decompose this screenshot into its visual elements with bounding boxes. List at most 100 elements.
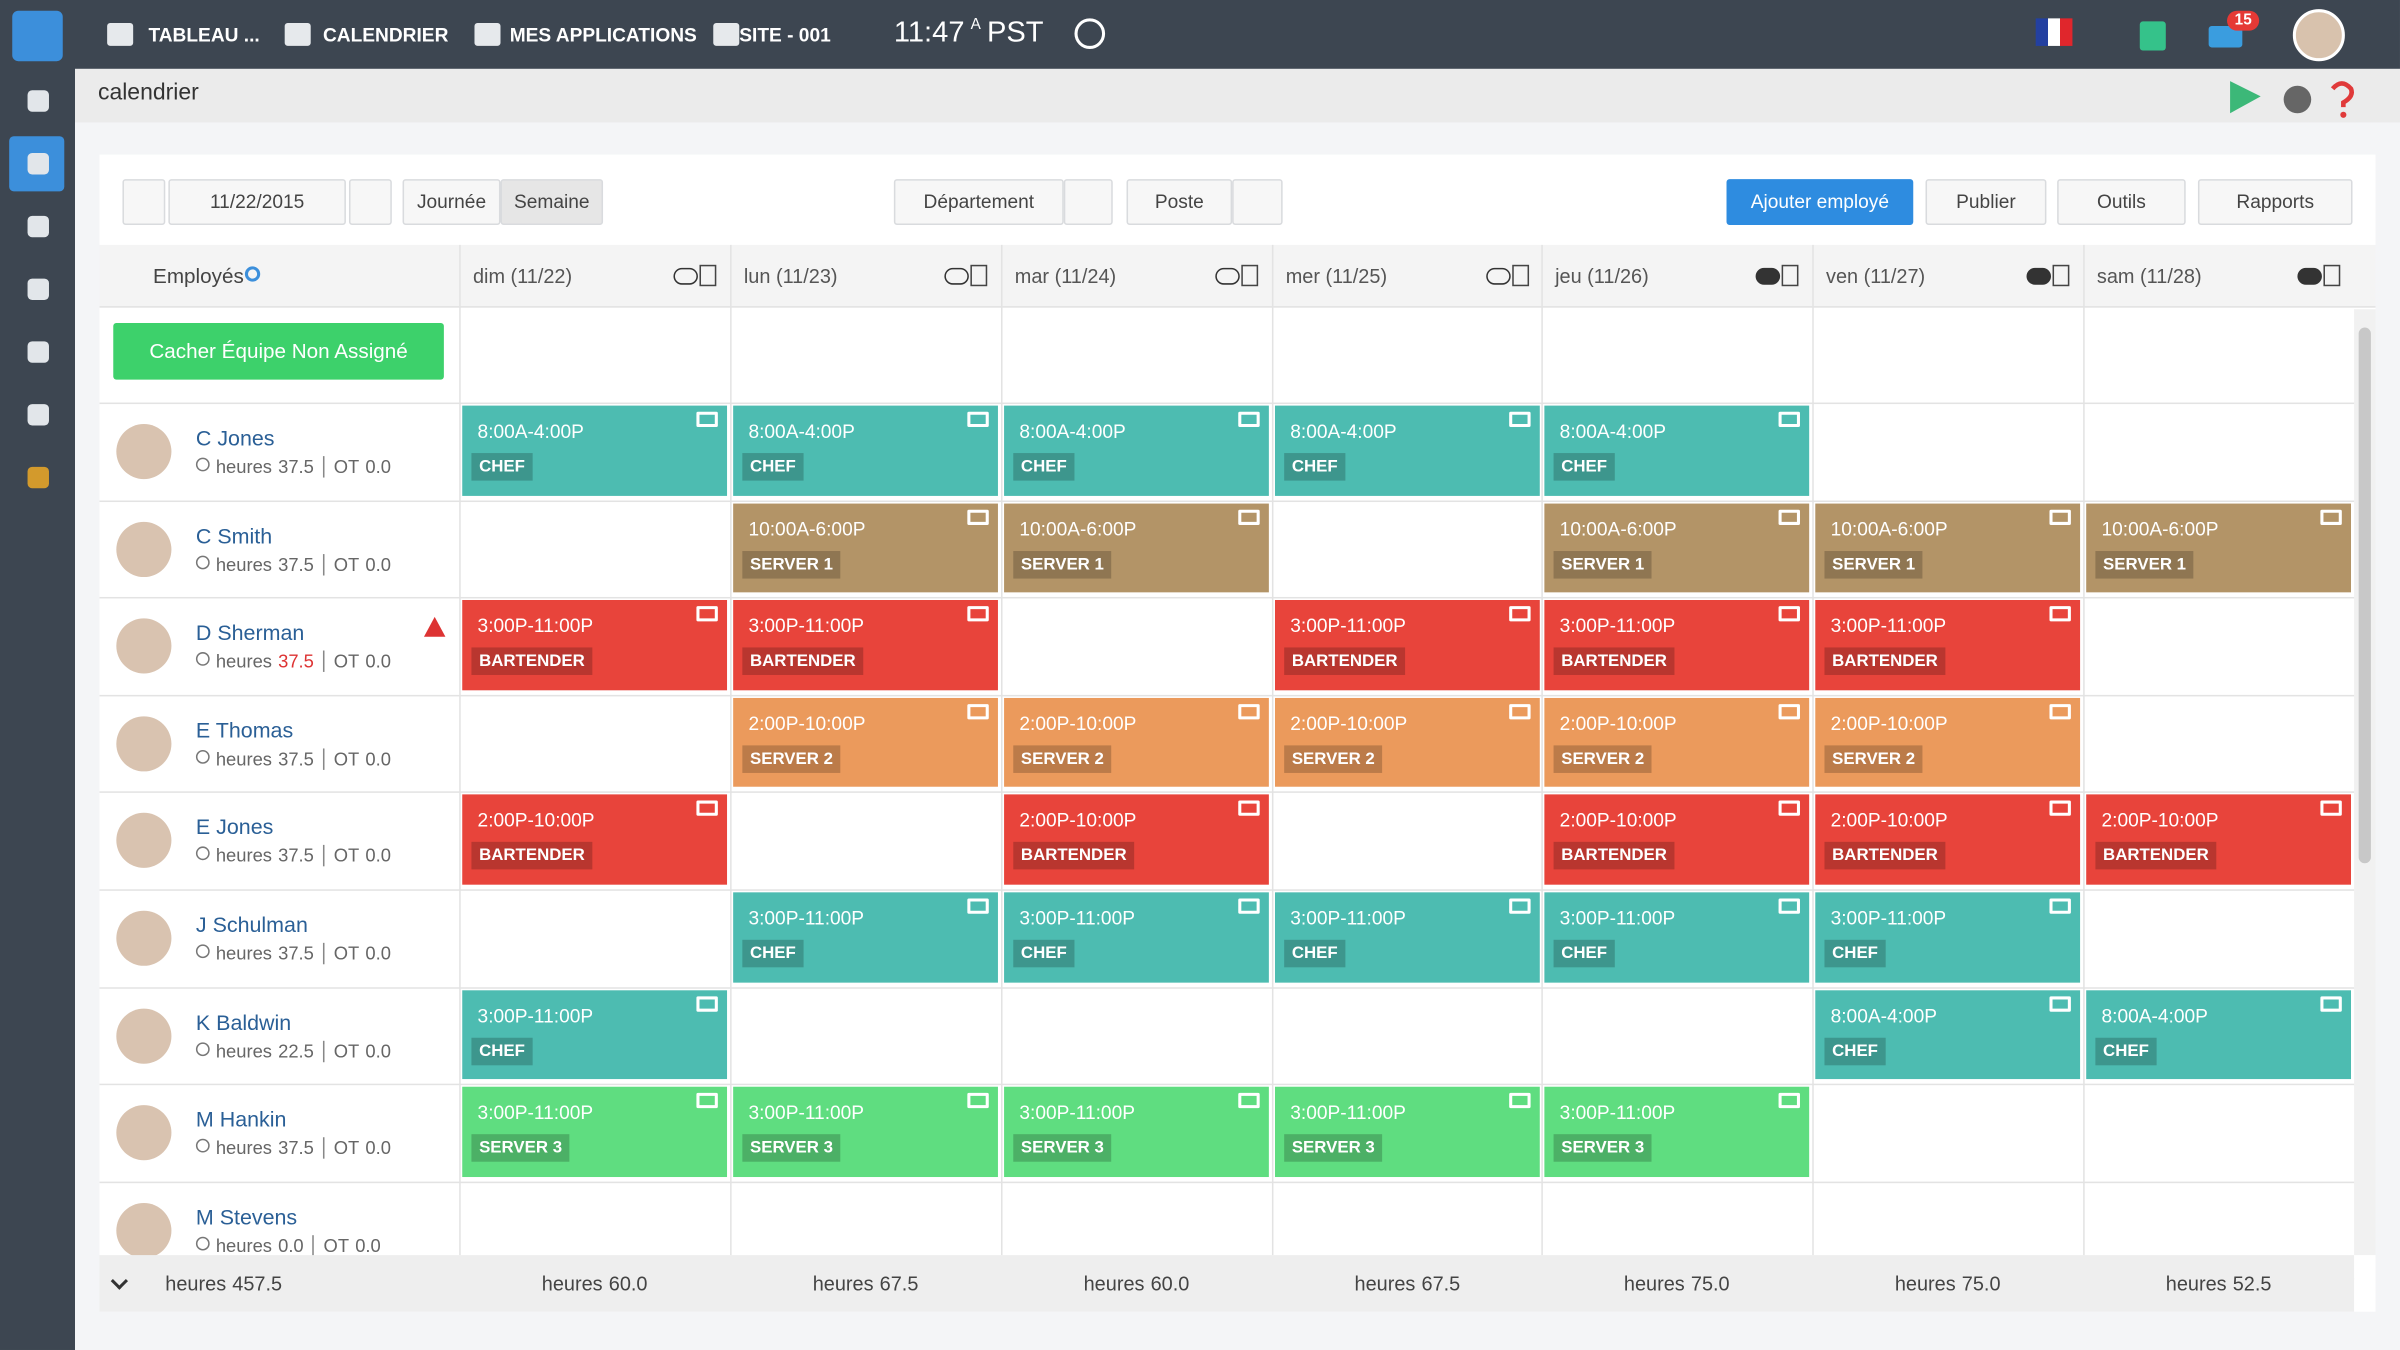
help-dot	[2340, 111, 2347, 118]
shift[interactable]: 3:00P-11:00P CHEF	[462, 989, 728, 1080]
apple-icon[interactable]	[2283, 85, 2312, 114]
nav-icon[interactable]	[284, 22, 311, 46]
shift[interactable]: 2:00P-10:00P BARTENDER	[2086, 794, 2352, 885]
sidebar-icon[interactable]	[27, 278, 49, 300]
notes-icon[interactable]	[2052, 264, 2070, 287]
help-icon[interactable]	[2330, 81, 2354, 108]
employee-name[interactable]: J Schulman	[195, 912, 308, 937]
prev-button[interactable]	[122, 179, 166, 225]
department-filter[interactable]: Département	[893, 179, 1064, 225]
nav-icon[interactable]	[713, 22, 740, 46]
weather-icon[interactable]	[1074, 18, 1106, 49]
shift[interactable]: 3:00P-11:00P CHEF	[1544, 892, 1810, 983]
publish[interactable]: Publier	[1925, 179, 2047, 225]
shift[interactable]: 3:00P-11:00P SERVER 3	[1274, 1087, 1540, 1177]
shift[interactable]: 10:00A-6:00P SERVER 1	[1004, 502, 1269, 593]
shift[interactable]: 2:00P-10:00P SERVER 2	[1815, 697, 2081, 788]
shift[interactable]: 3:00P-11:00P SERVER 3	[462, 1087, 728, 1177]
sidebar-icon[interactable]	[27, 341, 49, 363]
shift[interactable]: 3:00P-11:00P BARTENDER	[1815, 600, 2081, 690]
notes-icon[interactable]	[1512, 264, 1530, 287]
shift[interactable]: 10:00A-6:00P SERVER 1	[2086, 502, 2352, 593]
shift[interactable]: 3:00P-11:00P CHEF	[1815, 892, 2081, 983]
sidebar-icon[interactable]	[27, 404, 49, 426]
store-icon[interactable]	[2139, 21, 2166, 51]
shift[interactable]: 3:00P-11:00P BARTENDER	[1544, 600, 1810, 690]
employee-name[interactable]: C Smith	[195, 522, 273, 548]
warning-icon[interactable]	[423, 617, 446, 638]
logo[interactable]	[12, 10, 63, 62]
shift[interactable]: 2:00P-10:00P BARTENDER	[1815, 794, 2081, 885]
employee-name[interactable]: E Thomas	[195, 717, 294, 743]
employee-name[interactable]: M Hankin	[195, 1106, 287, 1132]
next-button[interactable]	[348, 179, 392, 225]
language-flag[interactable]	[2035, 18, 2073, 46]
shift[interactable]: 3:00P-11:00P SERVER 3	[1004, 1087, 1269, 1177]
employee-name[interactable]: K Baldwin	[195, 1009, 292, 1035]
shift-time: 8:00A-4:00P	[1019, 420, 1126, 443]
notes-icon[interactable]	[1241, 264, 1259, 287]
sidebar-icon[interactable]	[27, 153, 49, 175]
shift-icon	[1778, 509, 1800, 525]
shift[interactable]: 10:00A-6:00P SERVER 1	[1544, 502, 1810, 593]
shift[interactable]: 2:00P-10:00P BARTENDER	[1004, 794, 1269, 885]
view-day[interactable]: Journée	[402, 179, 501, 225]
separator	[323, 553, 325, 575]
shift[interactable]: 3:00P-11:00P CHEF	[733, 892, 998, 983]
reports[interactable]: Rapports	[2197, 179, 2353, 225]
sidebar-icon[interactable]	[27, 90, 49, 112]
position-filter[interactable]: Poste	[1126, 179, 1233, 225]
shift[interactable]: 8:00A-4:00P CHEF	[1004, 405, 1269, 496]
nav-icon[interactable]	[107, 22, 134, 46]
shift[interactable]: 2:00P-10:00P BARTENDER	[1544, 794, 1810, 885]
shift[interactable]: 2:00P-10:00P SERVER 2	[733, 697, 998, 788]
notes-icon[interactable]	[970, 264, 988, 287]
shift[interactable]: 8:00A-4:00P CHEF	[1815, 989, 2081, 1080]
shift[interactable]: 8:00A-4:00P CHEF	[1544, 405, 1810, 496]
shift[interactable]: 10:00A-6:00P SERVER 1	[733, 502, 998, 593]
date-picker[interactable]: 11/22/2015	[168, 179, 346, 225]
scroll-thumb[interactable]	[2358, 327, 2371, 864]
add-position[interactable]	[1232, 179, 1283, 225]
shift[interactable]: 8:00A-4:00P CHEF	[462, 405, 728, 496]
mail-icon[interactable]	[2208, 26, 2243, 48]
employee-name[interactable]: C Jones	[195, 425, 275, 450]
employee-name[interactable]: D Sherman	[195, 620, 305, 645]
add-employee[interactable]: Ajouter employé	[1726, 179, 1914, 225]
shift[interactable]: 2:00P-10:00P BARTENDER	[462, 794, 728, 885]
employee-name[interactable]: M Stevens	[195, 1204, 298, 1229]
shift[interactable]: 2:00P-10:00P SERVER 2	[1274, 697, 1540, 788]
notes-icon[interactable]	[2323, 264, 2341, 287]
employees-header[interactable]: Employés	[153, 264, 244, 288]
shift[interactable]: 3:00P-11:00P CHEF	[1004, 892, 1269, 983]
shift[interactable]: 3:00P-11:00P SERVER 3	[1544, 1087, 1810, 1177]
sidebar-icon[interactable]	[27, 466, 49, 489]
nav-item[interactable]: MES APPLICATIONS	[509, 24, 697, 46]
shift[interactable]: 3:00P-11:00P BARTENDER	[462, 600, 728, 690]
nav-icon[interactable]	[474, 22, 501, 46]
shift[interactable]: 3:00P-11:00P BARTENDER	[733, 600, 998, 690]
shift[interactable]: 8:00A-4:00P CHEF	[1274, 405, 1540, 496]
notes-icon[interactable]	[699, 264, 717, 287]
sidebar-icon[interactable]	[27, 215, 49, 238]
nav-item[interactable]: SITE - 001	[739, 24, 831, 46]
unassigned-button[interactable]: Cacher Équipe Non Assigné	[113, 322, 444, 380]
shift[interactable]: 8:00A-4:00P CHEF	[733, 405, 998, 496]
shift[interactable]: 10:00A-6:00P SERVER 1	[1815, 502, 2081, 593]
shift[interactable]: 2:00P-10:00P SERVER 2	[1004, 697, 1269, 788]
nav-item[interactable]: CALENDRIER	[322, 24, 449, 46]
tools[interactable]: Outils	[2057, 179, 2186, 225]
employee-name[interactable]: E Jones	[195, 814, 274, 840]
shift[interactable]: 3:00P-11:00P BARTENDER	[1274, 600, 1540, 690]
view-week[interactable]: Semaine	[500, 179, 604, 225]
shift[interactable]: 2:00P-10:00P SERVER 2	[1544, 697, 1810, 788]
shift[interactable]: 3:00P-11:00P CHEF	[1274, 892, 1540, 983]
add-department[interactable]	[1063, 179, 1113, 225]
notes-icon[interactable]	[1781, 264, 1799, 287]
shift[interactable]: 8:00A-4:00P CHEF	[2086, 989, 2352, 1080]
user-avatar[interactable]	[2292, 9, 2345, 62]
shift[interactable]: 3:00P-11:00P SERVER 3	[733, 1087, 998, 1177]
nav-item[interactable]: TABLEAU ...	[148, 24, 260, 46]
notification-badge[interactable]: 15	[2227, 10, 2260, 31]
play-store-icon[interactable]	[2230, 81, 2261, 114]
